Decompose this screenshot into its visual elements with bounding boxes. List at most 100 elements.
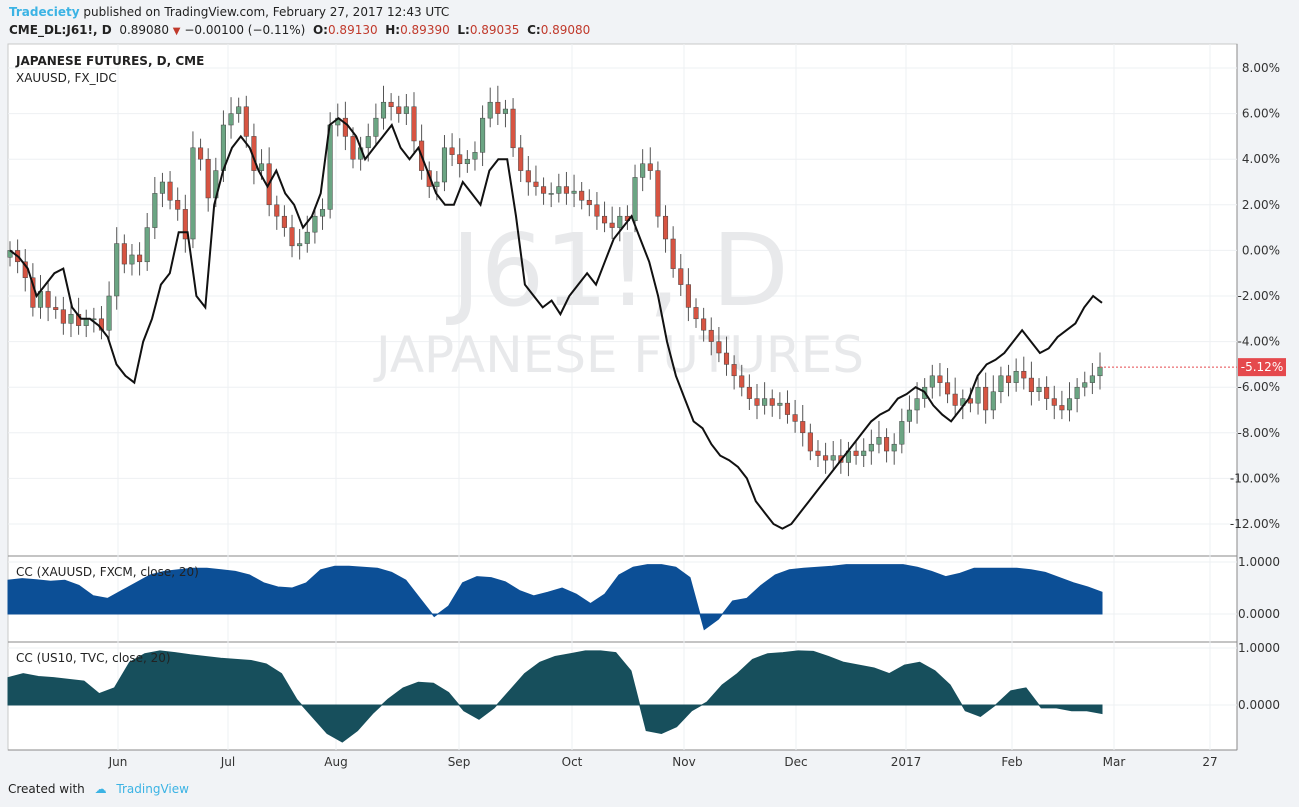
candle xyxy=(891,443,897,452)
correlation-area xyxy=(7,650,1103,743)
candle xyxy=(609,222,615,228)
candle xyxy=(792,414,798,422)
candle xyxy=(563,186,569,194)
candle xyxy=(975,386,981,404)
candle xyxy=(823,455,829,461)
candle xyxy=(662,215,669,240)
candle xyxy=(647,163,653,171)
current-price-tag xyxy=(1238,358,1286,377)
candle xyxy=(502,108,508,114)
candle xyxy=(198,147,204,160)
candle xyxy=(1044,386,1050,399)
candle xyxy=(670,238,676,269)
candle xyxy=(167,181,173,201)
y-tick-label: -12.00% xyxy=(1230,517,1280,531)
candle xyxy=(685,284,691,308)
candle xyxy=(800,421,806,434)
indicator-title: CC (US10, TVC, close, 20) xyxy=(16,651,171,665)
tradingview-logo-icon[interactable]: ☁ xyxy=(94,782,107,796)
candle xyxy=(556,186,562,194)
tradingview-link[interactable]: TradingView xyxy=(116,782,189,796)
candle xyxy=(617,215,623,228)
y-tick-label: -8.00% xyxy=(1238,426,1280,440)
candle xyxy=(1005,375,1012,383)
candle xyxy=(723,352,730,365)
y-tick-label: -10.00% xyxy=(1230,471,1280,485)
candle xyxy=(1036,386,1042,393)
candle xyxy=(655,170,661,217)
candle xyxy=(586,199,592,206)
candle xyxy=(716,341,722,354)
candle xyxy=(472,152,478,160)
candle xyxy=(1082,382,1088,388)
y-tick-label: 1.0000 xyxy=(1238,555,1280,569)
x-tick-label: Aug xyxy=(324,755,347,769)
candle xyxy=(152,193,158,228)
candle xyxy=(602,215,608,224)
candle xyxy=(205,158,211,199)
publish-header: Tradeciety published on TradingView.com,… xyxy=(9,3,449,21)
x-tick-label: Mar xyxy=(1103,755,1126,769)
candle xyxy=(114,243,120,297)
y-tick-label: -2.00% xyxy=(1238,289,1280,303)
candle xyxy=(411,106,417,142)
x-tick-label: Nov xyxy=(672,755,695,769)
candle xyxy=(121,243,127,265)
candle xyxy=(45,291,51,308)
candle xyxy=(510,108,516,149)
candle xyxy=(518,147,524,171)
x-tick-label: Feb xyxy=(1001,755,1022,769)
candle xyxy=(937,375,943,383)
candle xyxy=(784,402,791,415)
candle xyxy=(403,106,409,114)
high-label: H: xyxy=(385,23,401,37)
price-change: −0.00100 (−0.11%) xyxy=(184,23,306,37)
created-with-label: Created with xyxy=(8,782,85,796)
low-value: 0.89035 xyxy=(469,23,520,37)
footer: Created with ☁ TradingView xyxy=(8,780,189,798)
candle xyxy=(53,307,59,310)
publisher-name[interactable]: Tradeciety xyxy=(9,5,80,19)
candle xyxy=(350,136,356,160)
candle xyxy=(594,204,600,217)
candle xyxy=(449,147,455,155)
candle xyxy=(144,227,150,263)
candle xyxy=(243,106,249,137)
candle xyxy=(899,421,905,445)
watermark-name: JAPANESE FUTURES xyxy=(373,326,864,384)
candle xyxy=(868,443,874,452)
candle xyxy=(175,199,181,210)
candle xyxy=(678,268,684,285)
y-tick-label: 8.00% xyxy=(1242,61,1280,75)
y-tick-label: -4.00% xyxy=(1238,335,1280,349)
candle xyxy=(990,391,996,411)
down-arrow-icon: ▼ xyxy=(172,26,181,37)
candle xyxy=(548,193,554,195)
y-tick-label: 4.00% xyxy=(1242,152,1280,166)
x-tick-label: Sep xyxy=(448,755,471,769)
candle xyxy=(830,455,836,461)
candle xyxy=(861,450,867,456)
candle xyxy=(342,117,348,137)
candle xyxy=(281,215,287,228)
y-tick-label: 0.00% xyxy=(1242,243,1280,257)
candle xyxy=(60,309,66,324)
candle xyxy=(541,186,547,194)
y-tick-label: 1.0000 xyxy=(1238,641,1280,655)
plot-area xyxy=(7,43,1238,751)
x-tick-label: 2017 xyxy=(891,755,922,769)
candle xyxy=(312,215,318,233)
candle xyxy=(1059,405,1065,411)
candle xyxy=(1066,398,1073,411)
candle xyxy=(739,375,745,388)
candle xyxy=(159,181,165,194)
candle xyxy=(1089,375,1095,383)
candle xyxy=(708,329,714,342)
candle xyxy=(571,190,577,194)
candle xyxy=(380,101,387,119)
candle xyxy=(533,181,539,187)
candle xyxy=(182,209,188,240)
low-label: L: xyxy=(457,23,470,37)
candle xyxy=(754,398,760,406)
